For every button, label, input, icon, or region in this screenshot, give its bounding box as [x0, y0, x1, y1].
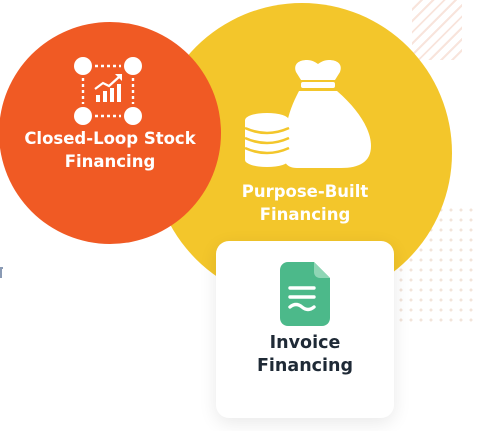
invoice-financing-card: Invoice Financing [216, 241, 394, 418]
orange-label-line2: Financing [64, 152, 156, 171]
yellow-label-line1: Purpose-Built [241, 182, 369, 201]
closed-loop-stock-financing-circle [0, 22, 221, 244]
closed-loop-stock-financing-label: Closed-Loop Stock Financing [10, 127, 210, 173]
money-bag-coins-icon [244, 60, 371, 168]
edge-bracket-mark [0, 267, 3, 278]
invoice-financing-label: Invoice Financing [216, 332, 394, 378]
orange-label-line1: Closed-Loop Stock [24, 129, 196, 148]
purpose-built-financing-label: Purpose-Built Financing [210, 180, 400, 226]
network-chart-icon [74, 57, 142, 125]
yellow-label-line2: Financing [259, 205, 351, 224]
decorative-stripes [412, 0, 462, 60]
card-label-line2: Financing [256, 356, 354, 376]
document-icon [280, 262, 330, 326]
card-label-line1: Invoice [269, 333, 341, 353]
